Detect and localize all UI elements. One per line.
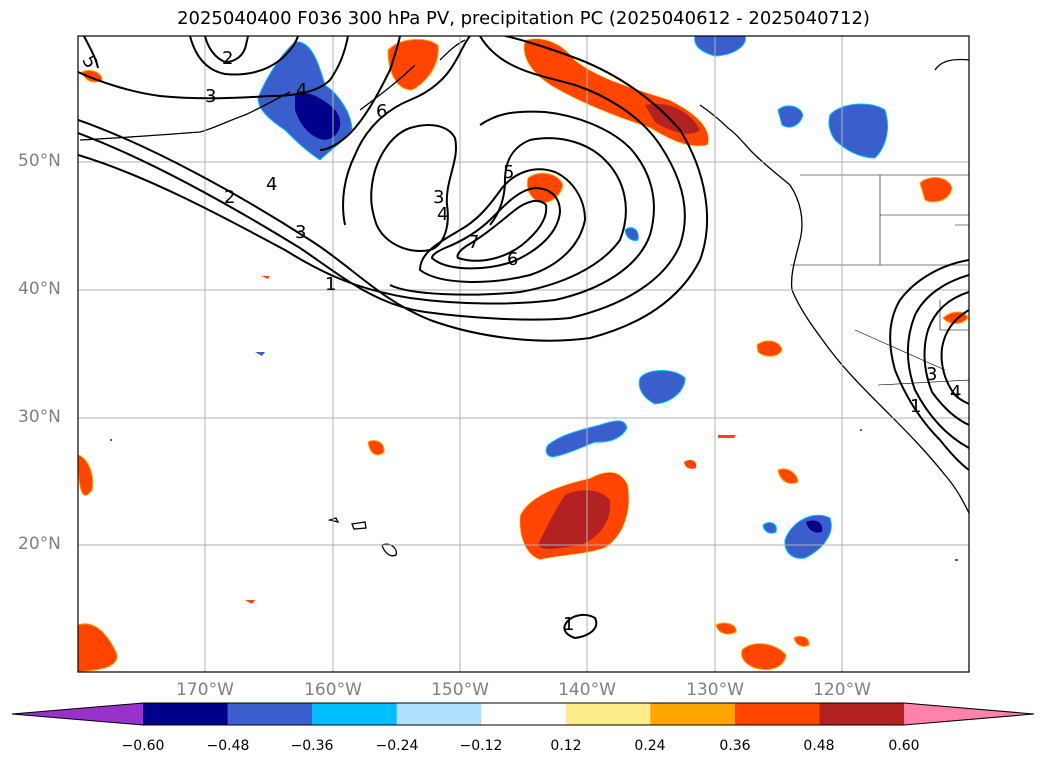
lon-label-150w: 150°W [431,680,489,700]
map-title: 2025040400 F036 300 hPa PV, precipitatio… [177,8,870,29]
contour-label: 6 [507,249,518,270]
colorbar-segment [734,703,820,725]
contour-label: 2 [222,48,233,69]
colorbar-segment [481,703,567,725]
precip-positive [78,38,969,672]
colorbar-segment [396,703,482,725]
contour-labels: 5 2 3 4 6 5 3 4 7 6 2 4 3 1 1 3 4 1 [77,48,961,635]
contour-label: 1 [325,274,336,295]
state-borders [790,174,969,386]
contour-label: 5 [77,52,101,72]
colorbar-tick-label: 0.60 [888,738,920,754]
lon-label-130w: 130°W [686,680,744,700]
colorbar-segment [312,703,398,725]
lat-label-30n: 30°N [18,407,61,427]
lat-label-50n: 50°N [18,151,61,171]
colorbar-outline [11,702,1035,726]
colorbar-tick-label: 0.24 [634,738,666,754]
colorbar-tick-label: 0.48 [803,738,835,754]
contour-label: 4 [437,204,448,225]
contour-label: 3 [433,187,444,208]
contour-label: 3 [926,364,937,385]
lat-label-40n: 40°N [18,279,61,299]
colorbar-tick-label: −0.36 [290,738,334,754]
colorbar-segment [227,703,313,725]
colorbar-segment [650,703,736,725]
contour-label: 7 [468,232,479,253]
pv-contours [78,36,969,640]
colorbar-tick-label: 0.36 [719,738,751,754]
precip-negative-central [255,352,832,559]
map-frame [77,35,970,673]
colorbar-tick-label: −0.48 [206,738,250,754]
precip-negative-north [624,36,888,241]
colorbar-segment [819,703,905,725]
colorbar-segment [143,703,229,725]
contour-label: 3 [205,86,216,107]
contour-label: 4 [296,80,307,101]
contour-label: 4 [266,174,277,195]
contour-label: 5 [503,162,514,183]
lon-label-160w: 160°W [304,680,362,700]
lon-label-120w: 120°W [813,680,871,700]
lon-label-170w: 170°W [176,680,234,700]
colorbar-extend-high [904,703,1034,725]
gridlines [78,36,969,672]
contour-label: 1 [910,396,921,417]
lat-label-20n: 20°N [18,534,61,554]
colorbar [11,702,1035,726]
colorbar-tick-label: −0.24 [375,738,419,754]
colorbar-tick-label: −0.60 [121,738,165,754]
contour-label: 6 [376,101,387,122]
colorbar-tick-label: 0.12 [550,738,582,754]
lon-label-140w: 140°W [558,680,616,700]
contour-label: 2 [224,187,235,208]
contour-label: 1 [563,614,574,635]
colorbar-segment [565,703,651,725]
colorbar-extend-low [12,703,143,725]
contour-label: 4 [950,382,961,403]
contour-label: 3 [295,222,306,243]
colorbar-tick-label: −0.12 [459,738,503,754]
